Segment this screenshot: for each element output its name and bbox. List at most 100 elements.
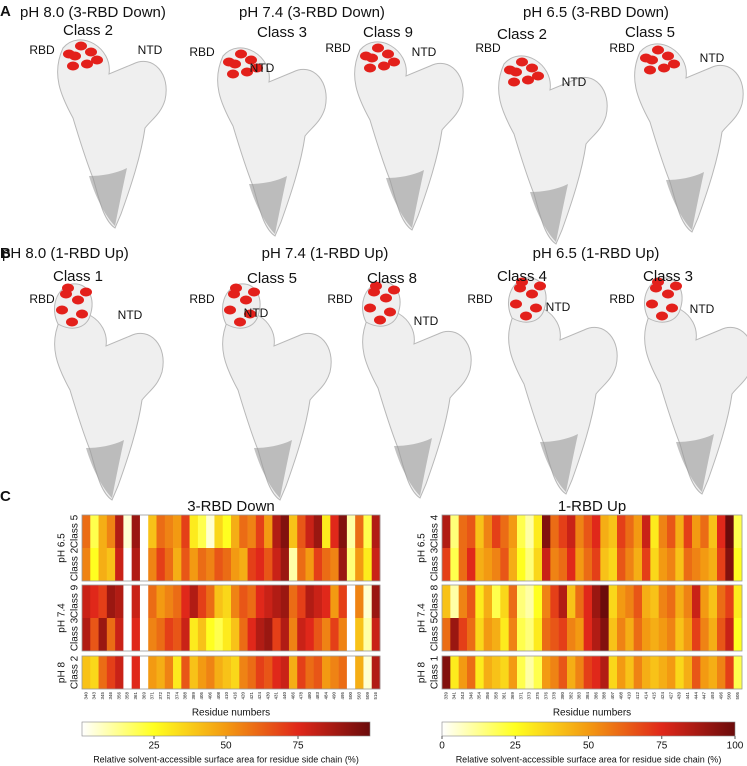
- residue-label: 340: [83, 692, 88, 700]
- rbd-patch: [75, 41, 87, 51]
- heatmap-cell: [173, 618, 182, 651]
- heatmap-cell: [206, 618, 215, 651]
- rbd-patch: [388, 57, 400, 67]
- rbd-patch: [670, 281, 682, 291]
- heatmap-cell: [733, 618, 743, 651]
- ntd-label: NTD: [138, 43, 163, 57]
- heatmap-cell: [148, 618, 157, 651]
- spike-body: [57, 39, 167, 229]
- heatmap-cell: [575, 656, 584, 689]
- colorbar-tick-label: 100: [727, 741, 744, 752]
- rbd-label: RBD: [327, 292, 353, 306]
- heatmap-cell: [708, 656, 718, 689]
- spike-body: [362, 309, 472, 499]
- heatmap-cell: [492, 656, 501, 689]
- group-label: pH 8: [57, 662, 68, 684]
- heatmap-cell: [123, 585, 132, 618]
- rbd-label: RBD: [475, 41, 501, 55]
- heatmap-cell: [458, 515, 468, 548]
- group-frame: [81, 514, 381, 582]
- heatmap-cell: [542, 618, 551, 651]
- heatmap-cell: [288, 548, 298, 581]
- heatmap-cell: [683, 656, 693, 689]
- group-frame: [81, 584, 381, 652]
- row-label: Class 3: [70, 617, 81, 651]
- heatmap-cell: [173, 548, 182, 581]
- heatmap-cell: [508, 515, 518, 548]
- heatmap-cell: [667, 515, 676, 548]
- heatmap-cell: [197, 585, 207, 618]
- heatmap-cell: [600, 515, 609, 548]
- spike-shade: [394, 438, 432, 496]
- rbd-patch: [508, 77, 520, 87]
- heatmap-cell: [700, 618, 709, 651]
- group-title: pH 7.4 (3-RBD Down): [239, 4, 385, 21]
- colorbar-tick-label: 75: [656, 741, 668, 752]
- row-label: Class 3: [430, 547, 441, 581]
- heatmap-cell: [600, 585, 609, 618]
- heatmap-cell: [467, 618, 476, 651]
- heatmap-cell: [82, 618, 91, 651]
- residue-label: 343: [460, 692, 465, 700]
- rbd-patch: [516, 57, 528, 67]
- spike-shade: [386, 170, 424, 228]
- heatmap-cell: [525, 515, 534, 548]
- spike-shade: [540, 434, 578, 492]
- spike-body: [498, 55, 608, 245]
- heatmap-cell: [371, 618, 381, 651]
- heatmap-cell: [330, 656, 339, 689]
- residue-label: 439: [677, 692, 682, 700]
- heatmap-cell: [517, 548, 526, 581]
- heatmap-cell: [458, 548, 468, 581]
- heatmap-cell: [592, 515, 601, 548]
- heatmap-cell: [156, 515, 166, 548]
- residue-label: 415: [652, 692, 657, 700]
- residue-label: 503: [356, 692, 361, 700]
- colorbar-tick-label: 50: [220, 741, 232, 752]
- heatmap-cell: [600, 618, 609, 651]
- heatmap-cell: [288, 656, 298, 689]
- heatmap-cell: [90, 548, 99, 581]
- heatmap-cell: [115, 548, 124, 581]
- heatmap-cell: [82, 585, 91, 618]
- heatmap-cell: [255, 585, 265, 618]
- heatmap-cell: [98, 515, 108, 548]
- heatmap-cell: [475, 585, 484, 618]
- residue-label: 361: [133, 692, 138, 700]
- heatmap-cell: [642, 656, 651, 689]
- heatmap-cell: [106, 548, 116, 581]
- heatmap-cell: [181, 548, 190, 581]
- residue-label: 386: [593, 692, 598, 700]
- colorbar: [81, 721, 371, 737]
- heatmap-cell: [280, 515, 290, 548]
- heatmap-cell: [181, 656, 190, 689]
- heatmap-cell: [675, 656, 684, 689]
- residue-label: 339: [443, 692, 448, 700]
- heatmap-cell: [98, 656, 108, 689]
- residue-label: 410: [224, 692, 229, 700]
- heatmap-cell: [330, 515, 339, 548]
- residue-label: 388: [602, 692, 607, 700]
- heatmap-cell: [533, 548, 543, 581]
- heatmap-cell: [222, 515, 232, 548]
- heatmap-cell: [148, 548, 157, 581]
- group-label: pH 6.5: [57, 533, 68, 563]
- heatmap-cell: [371, 515, 381, 548]
- heatmap-cell: [305, 548, 315, 581]
- heatmap-cell: [500, 548, 509, 581]
- residue-label: 447: [702, 692, 707, 700]
- rbd-label: RBD: [609, 41, 635, 55]
- heatmap-cell: [313, 515, 323, 548]
- heatmap-cell: [525, 548, 534, 581]
- heatmap-cell: [338, 618, 348, 651]
- heatmap-cell: [617, 656, 626, 689]
- rbd-patch: [234, 317, 246, 327]
- heatmap-cell: [492, 548, 501, 581]
- heatmap-cell: [115, 585, 124, 618]
- heatmap-cell: [264, 618, 273, 651]
- heatmap-cell: [592, 585, 601, 618]
- heatmap-cell: [173, 656, 182, 689]
- residue-label: 431: [274, 692, 279, 700]
- heatmap-cell: [708, 515, 718, 548]
